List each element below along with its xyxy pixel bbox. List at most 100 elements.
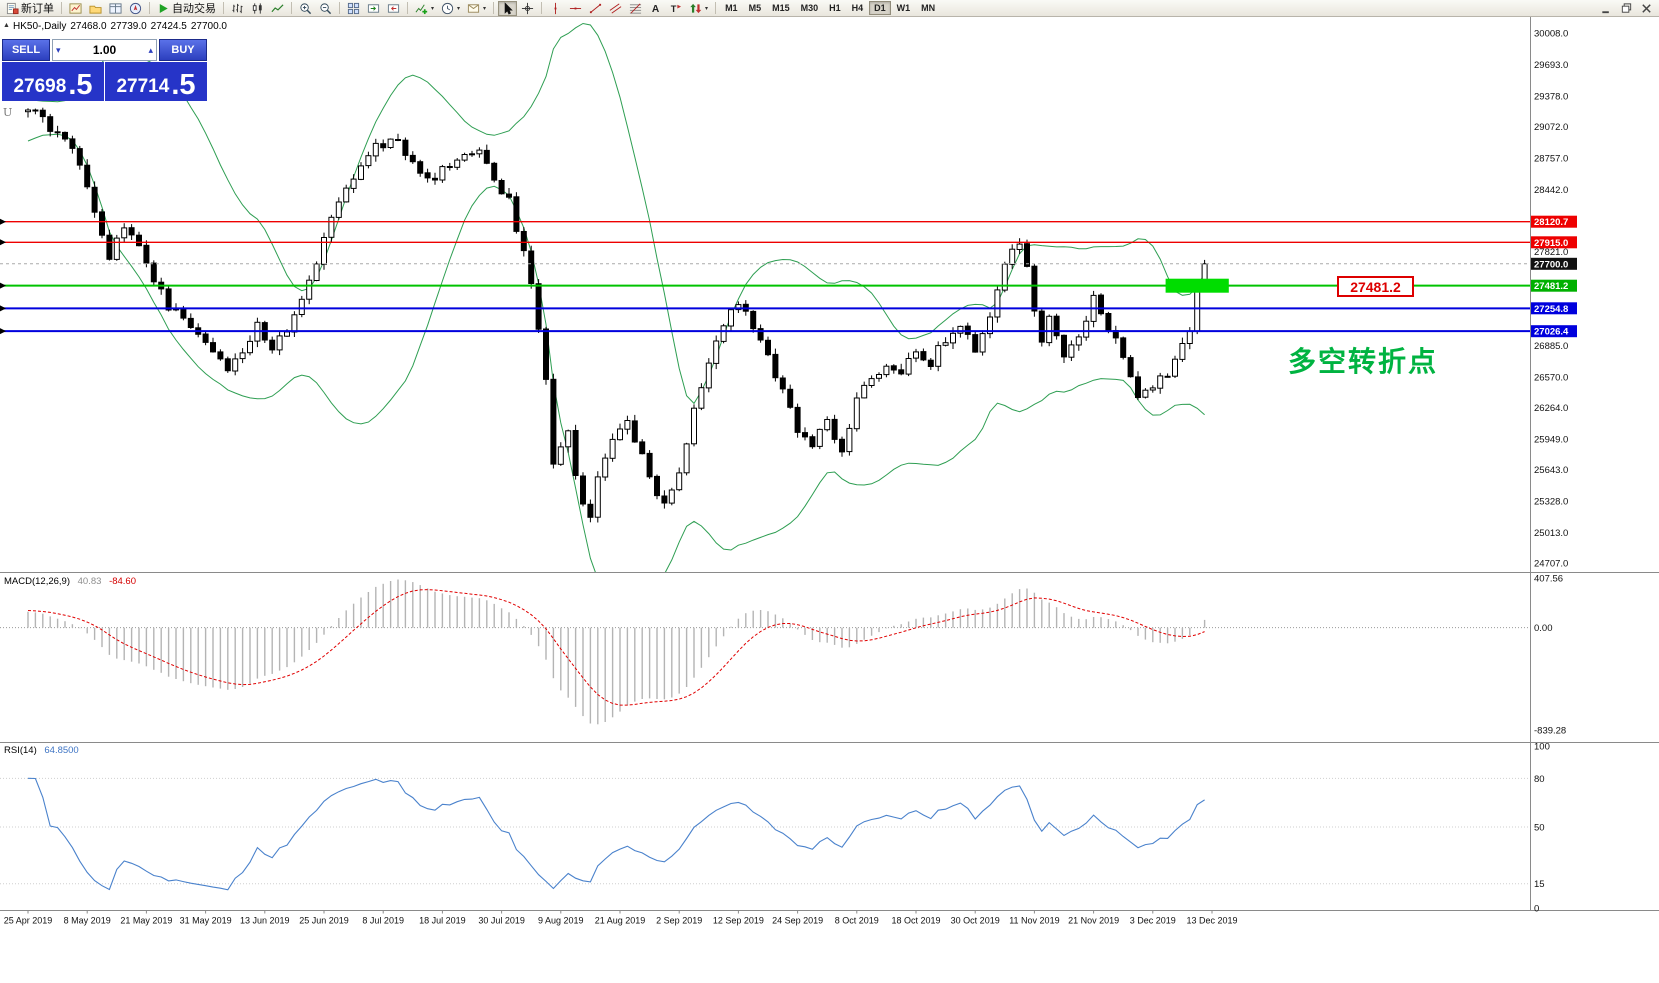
cursor-button[interactable] — [498, 0, 518, 16]
zoom-out-button[interactable] — [316, 1, 335, 16]
highlight-rectangle[interactable] — [1165, 278, 1229, 293]
sell-price-frac: .5 — [68, 69, 93, 102]
svg-text:26570.0: 26570.0 — [1534, 372, 1568, 383]
vertical-line-button[interactable] — [546, 1, 565, 16]
svg-text:18 Jul 2019: 18 Jul 2019 — [419, 916, 466, 926]
svg-text:11 Nov 2019: 11 Nov 2019 — [1009, 916, 1059, 926]
volume-value[interactable]: 1.00 — [92, 43, 117, 57]
volume-stepper[interactable]: ▾ 1.00 ▴ — [52, 39, 157, 61]
arrows-button[interactable]: ▾ — [686, 1, 711, 16]
svg-text:24707.0: 24707.0 — [1534, 559, 1568, 570]
macd-axis[interactable]: 407.56 0.00 -839.28 — [1534, 574, 1566, 737]
timeframe-h1-button[interactable]: H1 — [829, 3, 841, 13]
new-order-button[interactable]: 新订单 — [3, 1, 57, 16]
market-watch-button[interactable] — [106, 1, 125, 16]
rsi-value: 64.8500 — [44, 745, 79, 756]
svg-text:28120.7: 28120.7 — [1534, 217, 1568, 228]
symbol-period-label: HK50-,Daily — [13, 21, 67, 32]
svg-text:3 Dec 2019: 3 Dec 2019 — [1130, 916, 1176, 926]
svg-text:13 Jun 2019: 13 Jun 2019 — [240, 916, 290, 926]
svg-text:A: A — [652, 4, 660, 15]
timeframe-mn-button[interactable]: MN — [921, 3, 936, 13]
navigator-button[interactable] — [126, 1, 145, 16]
chart-shift-button[interactable] — [384, 1, 403, 16]
horizontal-level-lines[interactable] — [0, 218, 1530, 335]
chart-ohlc-readout: HK50-,Daily 27468.0 27739.0 27424.5 27700.0 — [13, 21, 231, 32]
dropdown-caret-icon: ▾ — [431, 5, 435, 12]
svg-text:2 Sep 2019: 2 Sep 2019 — [656, 916, 702, 926]
auto-trading-button-label: 自动交易 — [172, 3, 216, 15]
bollinger-bands — [27, 22, 1206, 572]
profiles-button[interactable] — [86, 1, 105, 16]
periods-button[interactable]: ▾ — [438, 1, 463, 16]
channel-icon — [609, 2, 622, 15]
auto-trading-button[interactable]: 自动交易 — [154, 1, 219, 16]
svg-text:29378.0: 29378.0 — [1534, 92, 1568, 103]
text-button[interactable]: A — [646, 1, 665, 16]
timeframe-m1-button[interactable]: M1 — [725, 3, 738, 13]
price-level-callout[interactable]: 27481.2 — [1337, 276, 1414, 297]
close-button[interactable] — [1637, 1, 1656, 16]
toolbar-separator — [223, 2, 224, 14]
crosshair-button[interactable] — [518, 1, 537, 16]
date-axis[interactable]: 25 Apr 2019 8 May 2019 21 May 2019 31 May 2… — [4, 910, 1238, 926]
line-chart-button[interactable] — [268, 1, 287, 16]
zoom-in-button[interactable] — [296, 1, 315, 16]
sell-button[interactable]: SELL — [2, 39, 50, 61]
toolbar-separator — [493, 2, 495, 14]
svg-text:31 May 2019: 31 May 2019 — [180, 916, 232, 926]
timeframe-m5-button[interactable]: M5 — [748, 3, 762, 13]
auto-scroll-button[interactable] — [364, 1, 383, 16]
open-value: 27468.0 — [70, 21, 107, 32]
buy-button[interactable]: BUY — [159, 39, 207, 61]
panel-separators[interactable] — [0, 17, 1659, 911]
channel-button[interactable] — [606, 1, 625, 16]
profiles-icon — [89, 2, 102, 15]
fib-icon — [629, 2, 642, 15]
svg-text:26264.0: 26264.0 — [1534, 403, 1568, 414]
one-click-collapse-icon[interactable]: ▲ — [3, 22, 10, 29]
timeframe-m30-button[interactable]: M30 — [800, 3, 819, 13]
fibonacci-button[interactable] — [626, 1, 645, 16]
autoscroll-icon — [367, 2, 380, 15]
svg-text:30 Jul 2019: 30 Jul 2019 — [478, 916, 525, 926]
indicators-button[interactable]: ▾ — [412, 1, 437, 16]
timeframe-d1-button[interactable]: D1 — [869, 1, 891, 15]
rsi-axis[interactable]: 100 80 50 15 0 — [1534, 742, 1550, 915]
svg-text:8 Jul 2019: 8 Jul 2019 — [362, 916, 404, 926]
buy-price-frac: .5 — [171, 69, 196, 102]
svg-text:407.56: 407.56 — [1534, 574, 1563, 585]
timeframe-w1-button[interactable]: W1 — [896, 3, 911, 13]
tile-windows-button[interactable] — [344, 1, 363, 16]
svg-text:0.00: 0.00 — [1534, 623, 1553, 634]
text-icon: A — [649, 2, 662, 15]
sell-price[interactable]: 27698 .5 — [2, 62, 104, 101]
label-button[interactable]: T — [666, 1, 685, 16]
chart-canvas[interactable]: 30008.0 29693.0 29378.0 29072.0 28757.0 28442… — [0, 17, 1659, 983]
horizontal-line-button[interactable] — [566, 1, 585, 16]
cursor-icon — [501, 1, 514, 15]
turning-point-annotation[interactable]: 多空转折点 — [1288, 346, 1439, 377]
svg-text:80: 80 — [1534, 774, 1545, 785]
trendline-button[interactable] — [586, 1, 605, 16]
buy-price[interactable]: 27714 .5 — [105, 62, 207, 101]
restore-button[interactable] — [1617, 1, 1636, 16]
templates-button[interactable]: ▾ — [464, 1, 489, 16]
minimize-button[interactable] — [1597, 1, 1616, 16]
chart-object-marker[interactable]: U — [3, 106, 13, 119]
svg-text:26885.0: 26885.0 — [1534, 341, 1568, 352]
volume-decrease-icon[interactable]: ▾ — [56, 44, 61, 55]
trend-icon — [589, 2, 602, 15]
bar-chart-button[interactable] — [228, 1, 247, 16]
candlestick-chart-button[interactable] — [248, 1, 267, 16]
toolbar-separator — [541, 2, 543, 14]
svg-text:25 Apr 2019: 25 Apr 2019 — [4, 916, 53, 926]
svg-text:12 Sep 2019: 12 Sep 2019 — [713, 916, 764, 926]
charts-button[interactable] — [66, 1, 85, 16]
price-axis[interactable]: 30008.0 29693.0 29378.0 29072.0 28757.0 28442… — [1531, 29, 1577, 570]
timeframe-m15-button[interactable]: M15 — [772, 3, 790, 13]
svg-text:27915.0: 27915.0 — [1534, 238, 1568, 249]
volume-increase-icon[interactable]: ▴ — [148, 44, 153, 55]
rsi-indicator — [0, 777, 1530, 891]
timeframe-h4-button[interactable]: H4 — [851, 3, 864, 13]
